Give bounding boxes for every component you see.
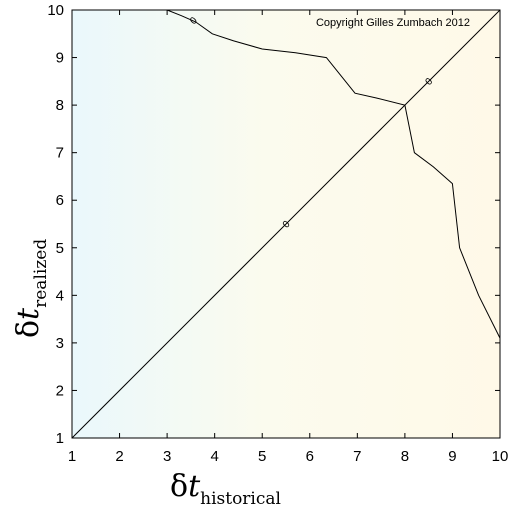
x-tick-label: 3 xyxy=(163,448,171,465)
x-tick-label: 9 xyxy=(448,448,456,465)
x-tick-label: 10 xyxy=(492,448,509,465)
y-tick-label: 10 xyxy=(47,2,64,19)
y-tick-label: 6 xyxy=(56,192,64,209)
x-tick-label: 1 xyxy=(68,448,76,465)
contour-line xyxy=(166,9,501,339)
y-tick-label: 8 xyxy=(56,97,64,114)
y-tick-label: 5 xyxy=(56,240,64,257)
y-tick-label: 1 xyxy=(56,430,64,447)
x-tick-label: 8 xyxy=(401,448,409,465)
x-axis-title-subscript: historical xyxy=(200,489,281,509)
x-axis-title-symbol: δ xyxy=(170,469,188,504)
x-axis-title: δthistorical xyxy=(170,469,281,509)
y-axis-title-variable: t xyxy=(11,307,46,320)
x-axis: 1 2 3 4 5 6 7 8 9 10 xyxy=(68,10,509,465)
x-tick-label: 5 xyxy=(258,448,266,465)
y-tick-label: 3 xyxy=(56,335,64,352)
plot-lines xyxy=(71,9,501,439)
plot-frame xyxy=(71,9,501,439)
x-tick-label: 6 xyxy=(306,448,314,465)
y-axis-title-subscript: realized xyxy=(31,239,51,308)
y-axis-title: δtrealized xyxy=(11,239,51,338)
x-axis-title-variable: t xyxy=(188,469,201,504)
y-axis-title-symbol: δ xyxy=(11,320,46,338)
y-tick-label: 2 xyxy=(56,382,64,399)
y-tick-label: 7 xyxy=(56,145,64,162)
x-tick-label: 4 xyxy=(210,448,218,465)
diagonal-contour-line xyxy=(71,9,501,439)
y-tick-label: 4 xyxy=(56,287,64,304)
x-tick-label: 2 xyxy=(115,448,123,465)
y-axis: 1 2 3 4 5 6 7 8 9 10 xyxy=(47,2,500,447)
y-tick-label: 9 xyxy=(56,50,64,67)
copyright-text: Copyright Gilles Zumbach 2012 xyxy=(316,17,470,29)
x-tick-label: 7 xyxy=(353,448,361,465)
